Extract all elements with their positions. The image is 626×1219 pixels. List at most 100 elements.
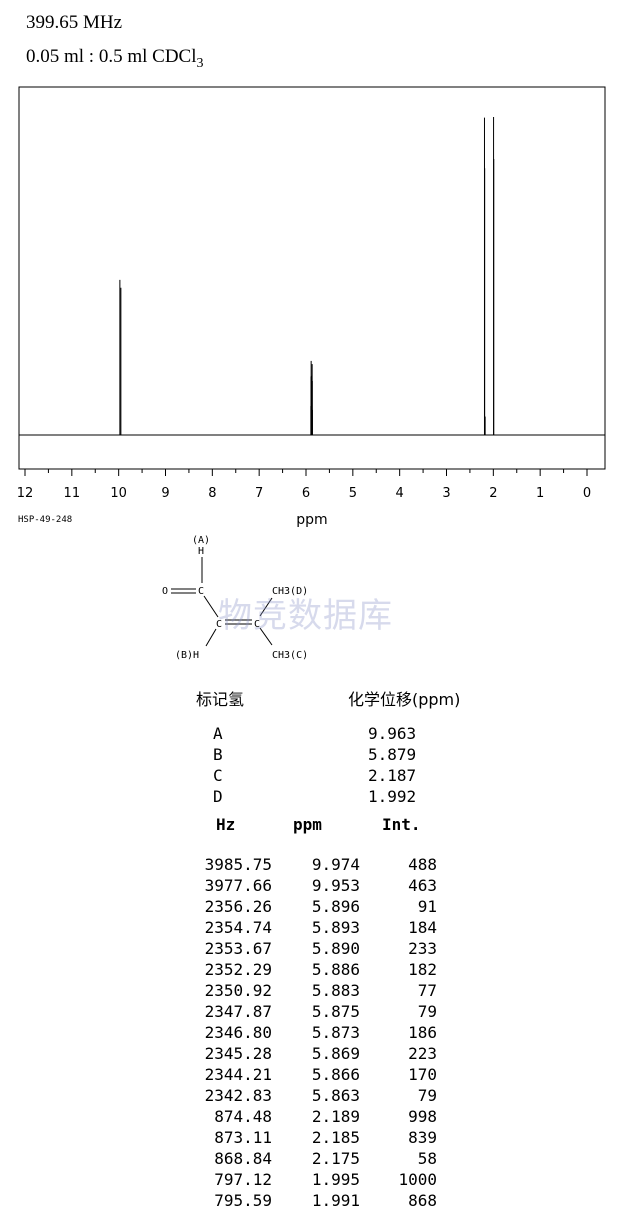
peak-ppm: 5.873 xyxy=(311,1023,360,1042)
peak-hz: 2353.67 xyxy=(204,939,272,958)
peak-int: 186 xyxy=(408,1023,437,1042)
peak-header-hz: Hz xyxy=(216,815,236,834)
peak-int: 184 xyxy=(408,918,437,937)
frequency-label: 399.65 MHz xyxy=(26,12,123,33)
x-tick-label: 11 xyxy=(64,486,81,501)
peak-hz: 2352.29 xyxy=(204,960,272,979)
peak-int: 1000 xyxy=(398,1170,437,1189)
peak-ppm: 5.875 xyxy=(311,1002,360,1021)
x-tick-label: 1 xyxy=(536,486,544,501)
x-tick-label: 5 xyxy=(349,486,357,501)
x-tick-label: 4 xyxy=(396,486,404,501)
peak-int: 58 xyxy=(417,1149,437,1168)
ticks-layer: 12 11 10 9 8 7 6 5 4 3 2 1 0 xyxy=(17,469,591,501)
peak-ppm: 1.995 xyxy=(311,1170,360,1189)
peak-hz: 2356.26 xyxy=(204,897,272,916)
peak-header-ppm: ppm xyxy=(293,815,322,834)
h-top: H xyxy=(198,546,204,557)
peak-int: 463 xyxy=(408,876,437,895)
x-tick-label: 3 xyxy=(442,486,450,501)
peak-ppm: 5.893 xyxy=(311,918,360,937)
peak-int: 170 xyxy=(408,1065,437,1084)
assignment-label: A xyxy=(213,724,223,743)
peak-hz: 874.48 xyxy=(214,1107,272,1126)
peak-hz: 3977.66 xyxy=(204,876,272,895)
peak-int: 91 xyxy=(417,897,437,916)
peak-hz: 2342.83 xyxy=(204,1086,272,1105)
peak-ppm: 5.896 xyxy=(311,897,360,916)
solvent-text: 0.05 ml : 0.5 ml CDCl xyxy=(26,46,197,67)
peak-hz: 3985.75 xyxy=(204,855,272,874)
h-b: (B)H xyxy=(175,650,199,661)
carbon-1: C xyxy=(198,586,204,597)
peak-ppm: 2.189 xyxy=(311,1107,360,1126)
assignment-shift: 9.963 xyxy=(368,724,417,743)
peak-int: 839 xyxy=(408,1128,437,1147)
peak-ppm: 5.869 xyxy=(311,1044,360,1063)
carbon-2: C xyxy=(216,619,222,630)
peak-ppm: 5.886 xyxy=(311,960,360,979)
bond-c1-c2 xyxy=(203,595,219,618)
bond-c3-ch3d xyxy=(259,597,273,617)
molecule-structure: (A) H O C C C CH3(D) CH3(C) (B)H xyxy=(162,535,308,661)
peak-header-int: Int. xyxy=(382,815,421,834)
assignment-label: D xyxy=(213,787,223,806)
ch3-d: CH3(D) xyxy=(272,586,308,597)
peak-int: 488 xyxy=(408,855,437,874)
peak-ppm: 5.863 xyxy=(311,1086,360,1105)
peak-int: 233 xyxy=(408,939,437,958)
assignment-shift: 5.879 xyxy=(368,745,417,764)
peak-hz: 2346.80 xyxy=(204,1023,272,1042)
bond-c3-ch3c xyxy=(259,627,273,646)
spectrum-code: HSP-49-248 xyxy=(18,515,73,525)
plot-frame xyxy=(18,86,606,470)
assignment-label: B xyxy=(213,745,223,764)
solvent-label: 0.05 ml : 0.5 ml CDCl3 xyxy=(26,46,204,72)
peak-hz: 2347.87 xyxy=(204,1002,272,1021)
ch3-c: CH3(C) xyxy=(272,650,308,661)
peak-ppm: 1.991 xyxy=(311,1191,360,1210)
peak-int: 77 xyxy=(417,981,437,1000)
x-axis-label: ppm xyxy=(296,512,327,528)
peak-hz: 2354.74 xyxy=(204,918,272,937)
peak-hz: 2345.28 xyxy=(204,1044,272,1063)
x-tick-label: 0 xyxy=(583,486,591,501)
x-tick-label: 2 xyxy=(489,486,497,501)
peak-hz: 2350.92 xyxy=(204,981,272,1000)
peak-ppm: 5.883 xyxy=(311,981,360,1000)
assignment-shift: 1.992 xyxy=(368,787,417,806)
peak-hz: 868.84 xyxy=(214,1149,272,1168)
watermark: 物竞数据库 xyxy=(218,596,393,636)
peak-int: 868 xyxy=(408,1191,437,1210)
peaks-layer xyxy=(119,117,495,435)
peak-ppm: 2.175 xyxy=(311,1149,360,1168)
carbon-3: C xyxy=(254,619,260,630)
nmr-spectrum-chart: 12 11 10 9 8 7 6 5 4 3 2 1 0 ppm xyxy=(17,86,606,528)
bond-c2-h xyxy=(205,628,217,647)
x-tick-label: 12 xyxy=(17,486,34,501)
peak-int: 223 xyxy=(408,1044,437,1063)
peak-int: 79 xyxy=(417,1002,437,1021)
peak-int: 79 xyxy=(417,1086,437,1105)
assignment-header-label: 标记氢 xyxy=(196,690,245,709)
x-tick-label: 8 xyxy=(208,486,216,501)
oxygen: O xyxy=(162,586,168,597)
assignment-header-shift: 化学位移(ppm) xyxy=(348,690,461,709)
peak-int: 182 xyxy=(408,960,437,979)
peak-hz: 797.12 xyxy=(214,1170,272,1189)
label-a: (A) xyxy=(192,535,210,546)
peak-ppm: 5.890 xyxy=(311,939,360,958)
assignment-label: C xyxy=(213,766,223,785)
peak-hz: 2344.21 xyxy=(204,1065,272,1084)
peak-hz: 795.59 xyxy=(214,1191,272,1210)
x-tick-label: 10 xyxy=(110,486,127,501)
peak-int: 998 xyxy=(408,1107,437,1126)
peak-ppm: 5.866 xyxy=(311,1065,360,1084)
x-tick-label: 9 xyxy=(161,486,169,501)
solvent-subscript: 3 xyxy=(196,55,204,71)
x-tick-label: 6 xyxy=(302,486,310,501)
assignment-shift: 2.187 xyxy=(368,766,417,785)
x-tick-label: 7 xyxy=(255,486,263,501)
peak-ppm: 9.974 xyxy=(311,855,360,874)
peak-ppm: 2.185 xyxy=(311,1128,360,1147)
